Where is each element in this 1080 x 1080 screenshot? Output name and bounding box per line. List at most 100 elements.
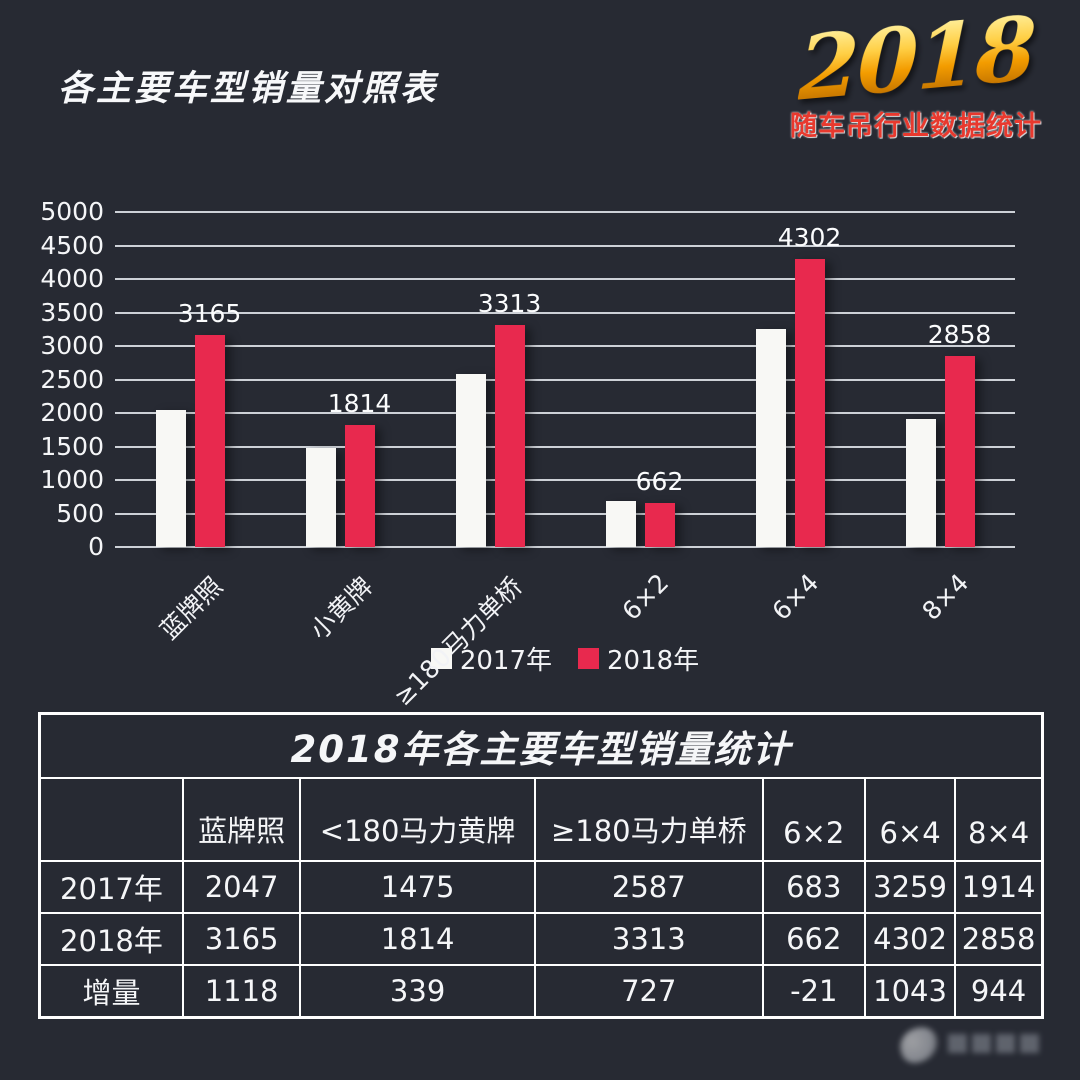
table-value-cell: 727 xyxy=(533,964,764,1019)
watermark-text xyxy=(948,1033,1044,1057)
bar-2018年: 4302 xyxy=(778,223,841,547)
legend-item: 2018年 xyxy=(578,640,699,677)
gridline xyxy=(115,244,1015,247)
table-row: 增量 1118 339 727 -21 1043 944 xyxy=(38,964,1044,1019)
x-axis-label: 小黄牌 xyxy=(304,571,379,646)
legend-item: 2017年 xyxy=(430,640,552,677)
bar-value-label: 3165 xyxy=(177,298,242,328)
x-axis-label: 6×2 xyxy=(616,568,675,626)
bar-value-label: 1814 xyxy=(327,389,392,419)
table-header-cell: ≥180马力单桥 xyxy=(533,777,764,862)
y-axis-tick-label: 500 xyxy=(56,498,104,528)
chart-legend: 2017年 2018年 xyxy=(115,640,1015,677)
table-value-cell: 1043 xyxy=(863,964,957,1019)
table-row: 2017年 2047 1475 2587 683 3259 1914 xyxy=(38,860,1044,914)
table-header-row: 蓝牌照 <180马力黄牌 ≥180马力单桥 6×2 6×4 8×4 xyxy=(38,777,1044,862)
bar-2018年: 1814 xyxy=(328,389,391,547)
y-axis-tick-label: 0 xyxy=(88,532,104,561)
brand-subtitle: 随车吊行业数据统计 xyxy=(790,111,1042,142)
table-value-cell: 683 xyxy=(761,860,866,914)
table-value-cell: 3259 xyxy=(863,860,957,914)
bar-2017年 xyxy=(605,501,636,547)
gridline xyxy=(115,479,1015,481)
legend-swatch xyxy=(578,648,599,669)
y-axis-tick-label: 1500 xyxy=(40,431,104,461)
table-value-cell: 3313 xyxy=(533,912,764,966)
table-value-cell: 1814 xyxy=(299,912,536,966)
gridline xyxy=(115,412,1015,414)
table-title: 2018年各主要车型销量统计 xyxy=(38,712,1044,779)
table-header-cell: 6×4 xyxy=(863,777,957,862)
table-value-cell: 339 xyxy=(299,964,536,1019)
legend-label: 2017年 xyxy=(459,646,552,676)
y-axis-tick-label: 2000 xyxy=(40,398,104,427)
bar-value-label: 4302 xyxy=(777,222,842,252)
bar-value-label: 3313 xyxy=(477,289,542,319)
summary-table-wrap: 2018年各主要车型销量统计 蓝牌照 <180马力黄牌 ≥180马力单桥 6×2 6×4 8… xyxy=(38,712,1044,1019)
y-axis-tick-label: 3500 xyxy=(40,297,104,327)
y-axis-tick-label: 2500 xyxy=(40,364,104,394)
legend-swatch xyxy=(430,648,452,669)
bar-2018年: 3313 xyxy=(478,289,541,547)
table-value-cell: 1475 xyxy=(299,860,536,914)
table-row-label: 2018年 xyxy=(38,912,184,966)
bar-group: 2858 xyxy=(865,212,1015,547)
plot-area: 3165 1814 3313 662 4302 2858 xyxy=(115,211,1015,548)
table-header-cell: 6×2 xyxy=(761,777,866,862)
table-row: 2018年 3165 1814 3313 662 4302 2858 xyxy=(38,912,1044,966)
table-value-cell: 1914 xyxy=(954,860,1044,914)
table-value-cell: 1118 xyxy=(181,964,302,1019)
legend-label: 2018年 xyxy=(607,646,700,676)
bar-value-label: 2858 xyxy=(927,319,992,349)
gridline xyxy=(115,512,1015,515)
table-value-cell: -21 xyxy=(761,964,866,1019)
table-header-cell: <180马力黄牌 xyxy=(299,777,536,862)
table-value-cell: 2047 xyxy=(181,860,302,914)
table-value-cell: 662 xyxy=(761,912,866,966)
table-value-cell: 2587 xyxy=(533,860,764,914)
gridline xyxy=(115,311,1015,314)
bar-chart: 3165 1814 3313 662 4302 2858 2017年 2018年 5000 4… xyxy=(40,197,1015,711)
bar-2017年 xyxy=(755,328,786,547)
gridline xyxy=(115,378,1015,381)
table-value-cell: 3165 xyxy=(181,912,302,966)
table-value-cell: 944 xyxy=(954,964,1044,1019)
bar-group: 1814 xyxy=(265,212,415,547)
brand-block: 2018 随车吊行业数据统计 xyxy=(766,0,1066,143)
gridline xyxy=(115,445,1015,448)
gridline xyxy=(115,546,1015,548)
y-axis-tick-label: 3000 xyxy=(40,331,104,360)
bar-2018年: 3165 xyxy=(178,299,241,547)
watermark-logo xyxy=(896,1023,1044,1067)
table-header-cell xyxy=(38,777,184,862)
table-row-label: 2017年 xyxy=(38,860,184,914)
bar-group: 3313 xyxy=(415,212,565,547)
bar-value-label: 662 xyxy=(635,466,684,496)
bar-group: 4302 xyxy=(715,212,865,547)
gridline xyxy=(115,345,1015,347)
table-value-cell: 4302 xyxy=(863,912,957,966)
x-axis-label: 8×4 xyxy=(916,568,975,626)
bar-2018年: 2858 xyxy=(928,320,991,547)
gridline xyxy=(115,278,1015,280)
bar-2017年 xyxy=(455,373,486,547)
page-title: 各主要车型销量对照表 xyxy=(58,69,439,109)
bar-group: 3165 xyxy=(115,212,265,547)
table-title-row: 2018年各主要车型销量统计 xyxy=(38,712,1044,779)
gridline xyxy=(115,211,1015,213)
x-axis-label: 6×4 xyxy=(766,568,825,626)
table-value-cell: 2858 xyxy=(954,912,1044,966)
table-header-cell: 8×4 xyxy=(954,777,1044,862)
summary-table: 2018年各主要车型销量统计 蓝牌照 <180马力黄牌 ≥180马力单桥 6×2 6×4 8… xyxy=(38,712,1044,1019)
bar-2018年: 662 xyxy=(636,467,683,547)
y-axis-tick-label: 4000 xyxy=(40,264,104,293)
y-axis-tick-label: 4500 xyxy=(40,230,104,260)
bar-2017年 xyxy=(905,418,936,547)
y-axis-tick-label: 5000 xyxy=(40,197,104,226)
x-axis-label: 蓝牌照 xyxy=(154,571,229,646)
bar-2017年 xyxy=(155,409,186,547)
table-row-label: 增量 xyxy=(38,964,184,1019)
bar-group: 662 xyxy=(565,212,715,547)
watermark-icon xyxy=(896,1023,942,1067)
